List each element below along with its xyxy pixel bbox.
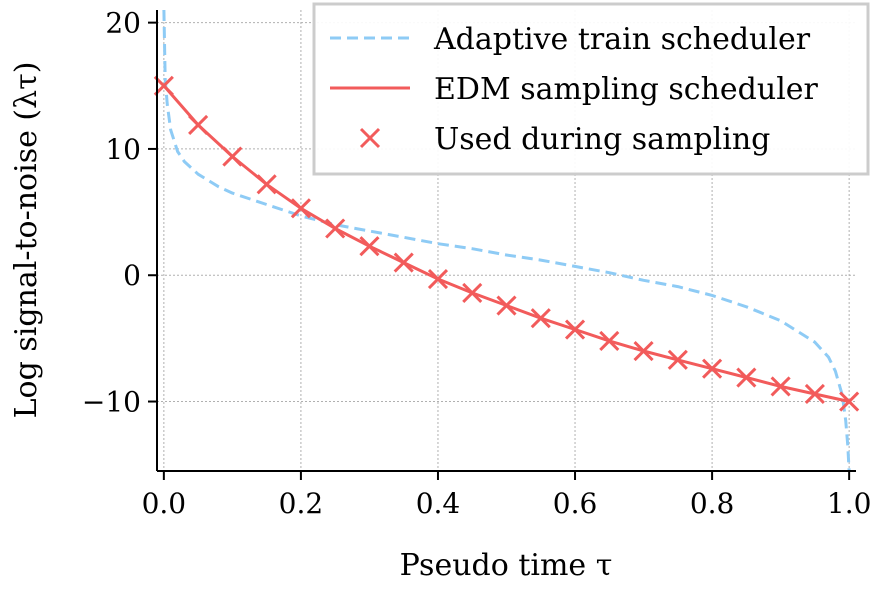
- series-line-adaptive-train: [162, 9, 851, 472]
- sample-marker: [633, 340, 654, 362]
- legend-swatch-used-during-sampling: [359, 127, 381, 149]
- sample-marker: [427, 268, 449, 290]
- sample-marker: [564, 319, 586, 340]
- series-used-during-sampling: [153, 75, 860, 412]
- plot-area: [153, 9, 860, 472]
- sample-marker: [359, 236, 380, 257]
- legend: Adaptive train scheduler EDM sampling sc…: [312, 2, 870, 176]
- sample-marker: [839, 391, 860, 412]
- x-tick-label: 0.4: [416, 487, 461, 520]
- sample-marker: [256, 174, 277, 195]
- x-axis-label: Pseudo time τ: [400, 548, 613, 583]
- x-tick-label: 1.0: [827, 487, 872, 520]
- y-tick-label: 10: [105, 133, 141, 166]
- y-tick-label: −10: [82, 386, 141, 419]
- sample-marker: [325, 218, 346, 239]
- x-tick-label: 0.2: [279, 487, 324, 520]
- x-tick-label: 0.0: [142, 487, 187, 520]
- sample-marker: [188, 114, 209, 135]
- legend-label-edm-sampling: EDM sampling scheduler: [434, 72, 819, 107]
- x-tick-label: 0.8: [690, 487, 735, 520]
- sample-marker: [496, 295, 517, 316]
- legend-label-used-during-sampling: Used during sampling: [434, 122, 770, 157]
- ticks: 0.0 0.2 0.4 0.6 0.8 1.0 −10 0 10 20: [82, 7, 872, 520]
- sample-marker: [736, 367, 757, 388]
- sample-marker: [804, 383, 825, 405]
- axes: [156, 10, 856, 472]
- y-axis-label: Log signal-to-noise (λτ): [9, 62, 44, 419]
- sample-marker: [702, 358, 723, 379]
- y-tick-label: 20: [105, 7, 141, 40]
- sample-marker: [462, 282, 483, 303]
- x-tick-label: 0.6: [553, 487, 598, 520]
- y-tick-label: 0: [123, 259, 141, 292]
- sample-marker: [770, 376, 791, 397]
- sample-marker: [290, 198, 311, 219]
- sample-marker: [599, 330, 620, 351]
- sample-marker: [222, 146, 243, 167]
- sample-marker: [667, 349, 688, 370]
- sample-marker: [530, 308, 551, 329]
- legend-label-adaptive-train: Adaptive train scheduler: [433, 22, 811, 57]
- sample-marker: [393, 252, 414, 273]
